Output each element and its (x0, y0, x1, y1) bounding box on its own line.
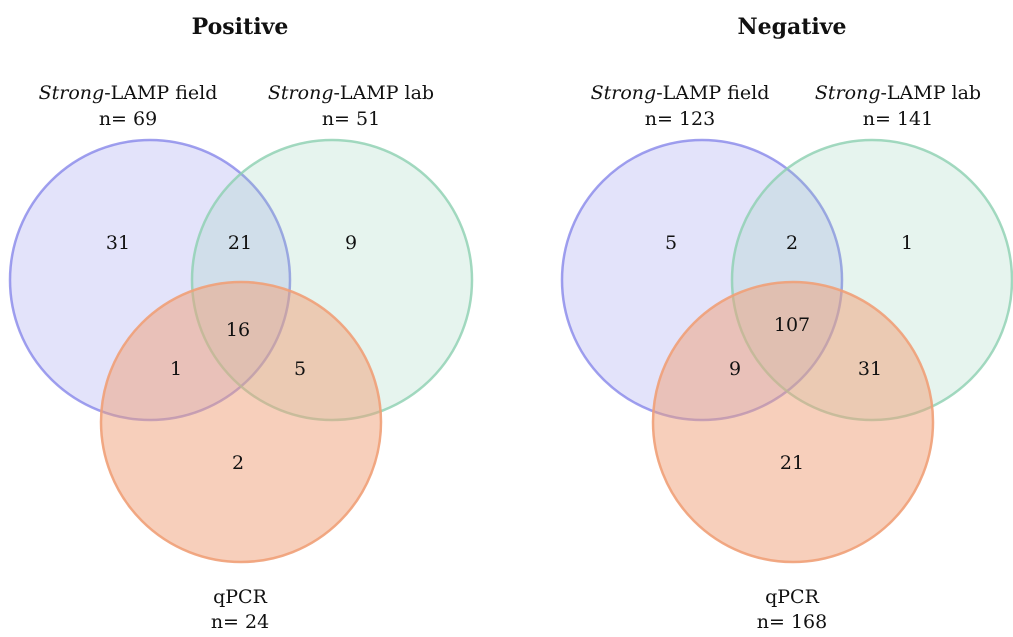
panel-title: Positive (192, 14, 289, 40)
set-count-lab: n= 141 (863, 108, 933, 130)
set-count-qpcr: n= 168 (757, 611, 827, 632)
circle-qpcr (99, 280, 383, 564)
set-label-field-rest: -LAMP field (656, 82, 769, 104)
set-label-lab: Strong-LAMP lab (268, 82, 434, 104)
set-label-field: Strong-LAMP field (591, 82, 770, 104)
region-lab-only: 1 (901, 232, 913, 254)
region-field-only: 5 (665, 232, 677, 254)
set-count-field: n= 123 (645, 108, 715, 130)
set-label-lab: Strong-LAMP lab (815, 82, 981, 104)
region-qpcr-only: 2 (232, 452, 244, 474)
region-field-only: 31 (106, 232, 130, 254)
set-label-lab-rest: -LAMP lab (880, 82, 981, 104)
set-label-qpcr: qPCR (213, 586, 267, 608)
region-field-qpcr: 9 (729, 358, 741, 380)
region-qpcr-only: 21 (780, 452, 804, 474)
region-field-lab: 2 (786, 232, 798, 254)
circle-qpcr (651, 280, 935, 564)
set-label-field-italic: Strong (39, 82, 105, 104)
region-all-three: 16 (226, 319, 250, 341)
set-label-field: Strong-LAMP field (39, 82, 218, 104)
region-lab-only: 9 (345, 232, 357, 254)
region-field-lab: 21 (228, 232, 252, 254)
set-label-qpcr: qPCR (765, 586, 819, 608)
set-label-lab-rest: -LAMP lab (333, 82, 434, 104)
region-all-three: 107 (774, 314, 810, 336)
set-label-field-italic: Strong (591, 82, 657, 104)
set-count-qpcr: n= 24 (211, 611, 269, 632)
set-label-lab-italic: Strong (268, 82, 334, 104)
set-label-field-rest: -LAMP field (104, 82, 217, 104)
set-count-field: n= 69 (99, 108, 157, 130)
region-field-qpcr: 1 (170, 358, 182, 380)
set-label-lab-italic: Strong (815, 82, 881, 104)
region-lab-qpcr: 31 (858, 358, 882, 380)
panel-title: Negative (737, 14, 846, 40)
region-lab-qpcr: 5 (294, 358, 306, 380)
set-count-lab: n= 51 (322, 108, 380, 130)
venn-panel-negative: Negative Strong-LAMP field n= 123 Strong… (560, 14, 1013, 633)
venn-panel-positive: Positive Strong-LAMP field n= 69 Strong-… (8, 14, 474, 633)
